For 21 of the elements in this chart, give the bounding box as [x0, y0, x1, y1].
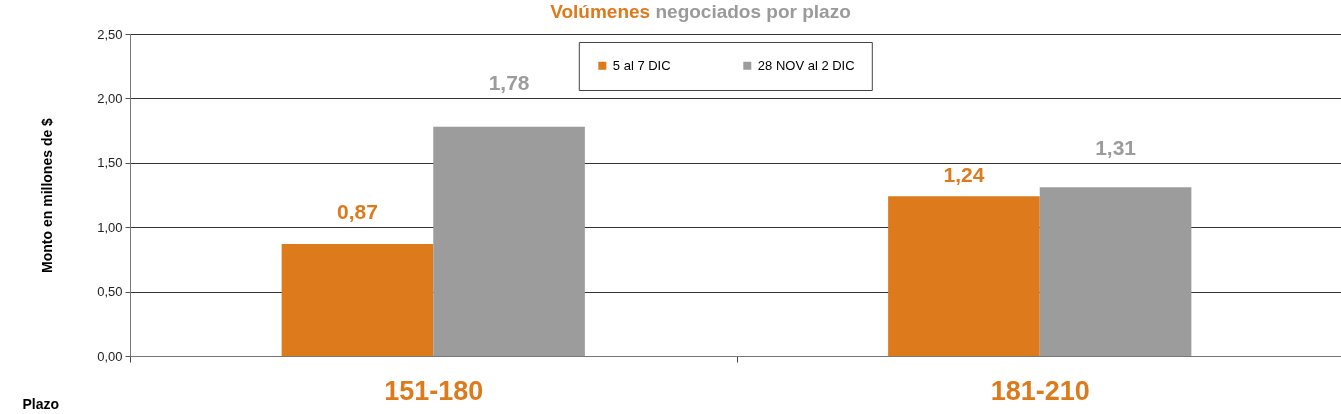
y-tick-label: 2,00 — [97, 90, 123, 106]
x-tick-label: 151-180 — [384, 375, 484, 406]
bar — [1039, 187, 1192, 356]
data-label: 1,78 — [488, 71, 530, 95]
data-label: 1,24 — [943, 163, 985, 187]
data-label: 1,31 — [1095, 135, 1137, 159]
x-tick-label: 181-210 — [990, 375, 1090, 406]
y-tick-label: 0,50 — [97, 284, 123, 300]
x-axis-title: Plazo — [22, 395, 60, 412]
y-axis-title: Monto en millones de $ — [39, 117, 56, 273]
y-tick-label: 1,50 — [97, 155, 123, 171]
y-tick-label: 1,00 — [97, 219, 123, 235]
data-label: 0,87 — [337, 200, 378, 224]
legend-label: 5 al 7 DIC — [612, 57, 671, 73]
y-tick-label: 2,50 — [97, 26, 123, 42]
bar — [281, 243, 434, 356]
legend-label: 28 NOV al 2 DIC — [757, 57, 855, 73]
chart-title: Volúmenes negociados por plazo — [550, 1, 851, 22]
bar — [888, 196, 1040, 356]
bar — [433, 126, 585, 356]
y-tick-label: 0,00 — [97, 348, 123, 364]
